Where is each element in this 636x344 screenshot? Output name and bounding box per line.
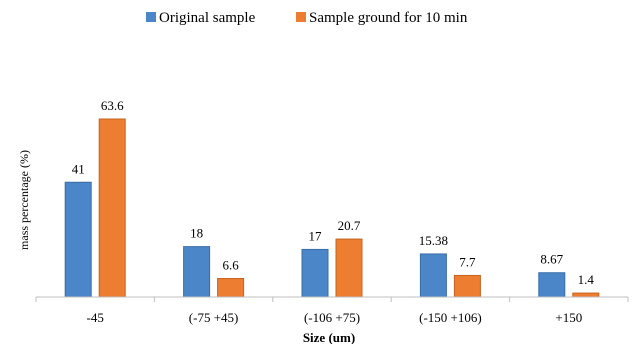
data-label: 41 bbox=[72, 161, 85, 176]
data-label: 7.7 bbox=[459, 254, 476, 269]
bar-ground-3 bbox=[335, 238, 363, 298]
legend-label-2: Sample ground for 10 min bbox=[309, 10, 468, 26]
x-tick-label: (-106 +75) bbox=[304, 310, 360, 325]
legend-swatch-1 bbox=[146, 12, 156, 22]
bar-original-2 bbox=[183, 246, 211, 298]
bar-original-4 bbox=[419, 253, 447, 298]
bar-original-1 bbox=[64, 181, 92, 298]
legend-label-1: Original sample bbox=[159, 10, 256, 26]
bar-ground-2 bbox=[217, 278, 245, 298]
x-tick-label: (-150 +106) bbox=[419, 310, 482, 325]
bars-group: 41 63.6 18 6.6 17 20.7 15.38 7.7 8.67 1.4 bbox=[64, 98, 600, 298]
legend-swatch-2 bbox=[296, 12, 306, 22]
x-ticks: -45 (-75 +45) (-106 +75) (-150 +106) +150 bbox=[35, 297, 629, 325]
data-label: 63.6 bbox=[101, 98, 124, 113]
data-label: 15.38 bbox=[419, 233, 448, 248]
data-label: 17 bbox=[309, 228, 323, 243]
bar-ground-4 bbox=[453, 274, 481, 298]
x-tick-label: +150 bbox=[555, 310, 582, 325]
x-tick-label: -45 bbox=[87, 310, 104, 325]
data-label: 8.67 bbox=[540, 252, 563, 267]
data-label: 20.7 bbox=[338, 218, 361, 233]
data-label: 1.4 bbox=[578, 272, 595, 287]
bar-ground-5 bbox=[572, 292, 600, 298]
data-label: 18 bbox=[190, 226, 203, 241]
x-tick-label: (-75 +45) bbox=[189, 310, 239, 325]
legend: Original sample Sample ground for 10 min bbox=[146, 10, 468, 26]
bar-ground-1 bbox=[98, 118, 126, 298]
data-label: 6.6 bbox=[222, 258, 239, 273]
y-axis-label: mass percentage (%) bbox=[17, 150, 31, 250]
bar-original-5 bbox=[538, 272, 566, 298]
bar-original-3 bbox=[301, 248, 329, 298]
x-axis-label: Size (um) bbox=[303, 330, 355, 344]
